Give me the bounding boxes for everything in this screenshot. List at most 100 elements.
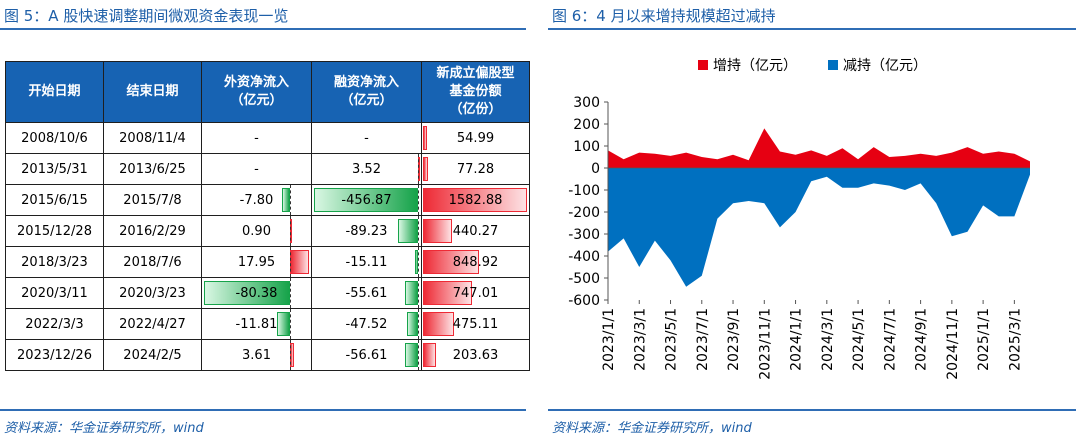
left-source-rule xyxy=(0,409,526,411)
cell-value: -7.80 xyxy=(239,192,274,208)
legend-swatch xyxy=(698,60,708,70)
table-cell: -80.38 xyxy=(201,277,312,309)
cell-value: 203.63 xyxy=(452,347,499,363)
right-source-note: 资料来源：华金证券研究所，wind xyxy=(552,421,752,436)
cell-value: 77.28 xyxy=(456,161,495,177)
column-header: 外资净流入 （亿元） xyxy=(201,61,312,123)
x-tick-label: 2024/1/1 xyxy=(789,308,805,371)
table-cell: -11.81 xyxy=(201,308,312,340)
fund-share-bar xyxy=(423,219,452,243)
table-cell: 77.28 xyxy=(421,153,530,185)
x-tick-label: 2024/5/1 xyxy=(851,308,867,371)
table-cell: -456.87 xyxy=(311,184,422,216)
table-row: 2022/3/3 2022/4/27 -11.81 -47.52 475.11 xyxy=(5,308,530,340)
cell-value: 2023/12/26 xyxy=(17,347,92,363)
x-tick-label: 2023/5/1 xyxy=(664,308,680,371)
table-cell: -7.80 xyxy=(201,184,312,216)
fund-flow-table: 开始日期 结束日期 外资净流入 （亿元） 融资净流入 （亿元） 新成立偏股型 基金份额 … xyxy=(5,61,530,371)
cell-value: 17.95 xyxy=(237,254,276,270)
bar-zero-line xyxy=(418,247,419,277)
y-tick-label: 0 xyxy=(591,161,600,177)
table-cell: 3.52 xyxy=(311,153,422,185)
x-tick-label: 2024/7/1 xyxy=(882,308,898,371)
left-panel-title: 图 5：A 股快速调整期间微观资金表现一览 xyxy=(4,7,289,25)
cell-value: 2022/3/3 xyxy=(25,316,84,332)
cell-value: 848.92 xyxy=(452,254,499,270)
column-header: 融资净流入 （亿元） xyxy=(311,61,422,123)
cell-value: 2015/12/28 xyxy=(17,223,92,239)
cell-value: - xyxy=(254,161,259,177)
x-tick-label: 2024/3/1 xyxy=(820,308,836,371)
table-row: 2020/3/11 2020/3/23 -80.38 -55.61 747.01 xyxy=(5,277,530,309)
cell-value: 2018/7/6 xyxy=(123,254,182,270)
cell-value: 2022/4/27 xyxy=(119,316,186,332)
cell-value: -80.38 xyxy=(235,285,278,301)
left-source-note: 资料来源：华金证券研究所，wind xyxy=(4,421,204,436)
cell-value: -89.23 xyxy=(345,223,388,239)
cell-value: 2013/6/25 xyxy=(119,161,186,177)
y-tick-label: -600 xyxy=(568,293,600,309)
cell-value: 747.01 xyxy=(452,285,499,301)
table-cell: 2020/3/23 xyxy=(103,277,202,309)
legend-label: 减持（亿元） xyxy=(843,58,927,74)
fund-share-bar xyxy=(423,312,455,336)
fund-share-bar xyxy=(423,126,427,150)
fund-share-bar xyxy=(423,250,479,274)
cell-value: 2015/7/8 xyxy=(123,192,182,208)
series-area-decrease xyxy=(608,168,1030,287)
table-cell: 440.27 xyxy=(421,215,530,247)
area-chart: 增持（亿元） 减持（亿元） 300 200 100 0 -100 -200 -300 -400 -5… xyxy=(568,58,1031,380)
y-tick-label: 100 xyxy=(573,139,600,155)
cell-value: -15.11 xyxy=(345,254,388,270)
left-title-rule xyxy=(0,28,526,30)
table-row: 2015/12/28 2016/2/29 0.90 -89.23 440.27 xyxy=(5,215,530,247)
table-cell: 54.99 xyxy=(421,122,530,154)
table-cell: 2018/7/6 xyxy=(103,246,202,278)
y-tick-label: -300 xyxy=(568,227,600,243)
table-cell: 2013/5/31 xyxy=(5,153,104,185)
left-panel: 图 5：A 股快速调整期间微观资金表现一览 开始日期 结束日期 外资净流入 （亿元）… xyxy=(0,0,530,440)
table-row: 2013/5/31 2013/6/25 - 3.52 77.28 xyxy=(5,153,530,185)
table-cell: -15.11 xyxy=(311,246,422,278)
x-tick-label: 2023/1/1 xyxy=(601,308,617,371)
table-cell: 3.61 xyxy=(201,339,312,371)
table-row: 2023/12/26 2024/2/5 3.61 -56.61 203.63 xyxy=(5,339,530,371)
negative-flow-bar xyxy=(204,281,290,305)
cell-value: -56.61 xyxy=(345,347,388,363)
bar-zero-line xyxy=(418,309,419,339)
table-cell: -47.52 xyxy=(311,308,422,340)
column-header: 开始日期 xyxy=(5,61,104,123)
cell-value: -47.52 xyxy=(345,316,388,332)
bar-zero-line xyxy=(290,185,291,215)
table-cell: 2022/3/3 xyxy=(5,308,104,340)
y-tick-label: -200 xyxy=(568,205,600,221)
fund-share-bar xyxy=(423,343,437,367)
column-header: 新成立偏股型 基金份额 （亿份） xyxy=(421,61,530,123)
cell-value: 1582.88 xyxy=(448,192,503,208)
table-cell: 2008/10/6 xyxy=(5,122,104,154)
bar-zero-line xyxy=(418,340,419,370)
table-cell: 2022/4/27 xyxy=(103,308,202,340)
bar-zero-line xyxy=(290,340,291,370)
x-tick-label: 2023/3/1 xyxy=(632,308,648,371)
table-cell: 848.92 xyxy=(421,246,530,278)
table-cell: 2008/11/4 xyxy=(103,122,202,154)
x-tick-label: 2024/11/1 xyxy=(945,308,961,380)
cell-value: 2015/6/15 xyxy=(21,192,88,208)
x-tick-label: 2024/9/1 xyxy=(914,308,930,371)
negative-flow-bar xyxy=(407,312,418,336)
bar-zero-line xyxy=(290,309,291,339)
legend-label: 增持（亿元） xyxy=(713,58,797,74)
table-cell: - xyxy=(311,122,422,154)
fund-share-bar xyxy=(423,281,473,305)
cell-value: -55.61 xyxy=(345,285,388,301)
x-tick-label: 2023/7/1 xyxy=(695,308,711,371)
cell-value: - xyxy=(364,130,369,146)
x-tick-label: 2023/9/1 xyxy=(726,308,742,371)
x-tick-label: 2025/3/1 xyxy=(1007,308,1023,371)
column-header-label: 融资净流入 （亿元） xyxy=(333,75,399,108)
table-cell: 2020/3/11 xyxy=(5,277,104,309)
table-cell: 1582.88 xyxy=(421,184,530,216)
cell-value: 54.99 xyxy=(456,130,495,146)
y-tick-label: -400 xyxy=(568,249,600,265)
